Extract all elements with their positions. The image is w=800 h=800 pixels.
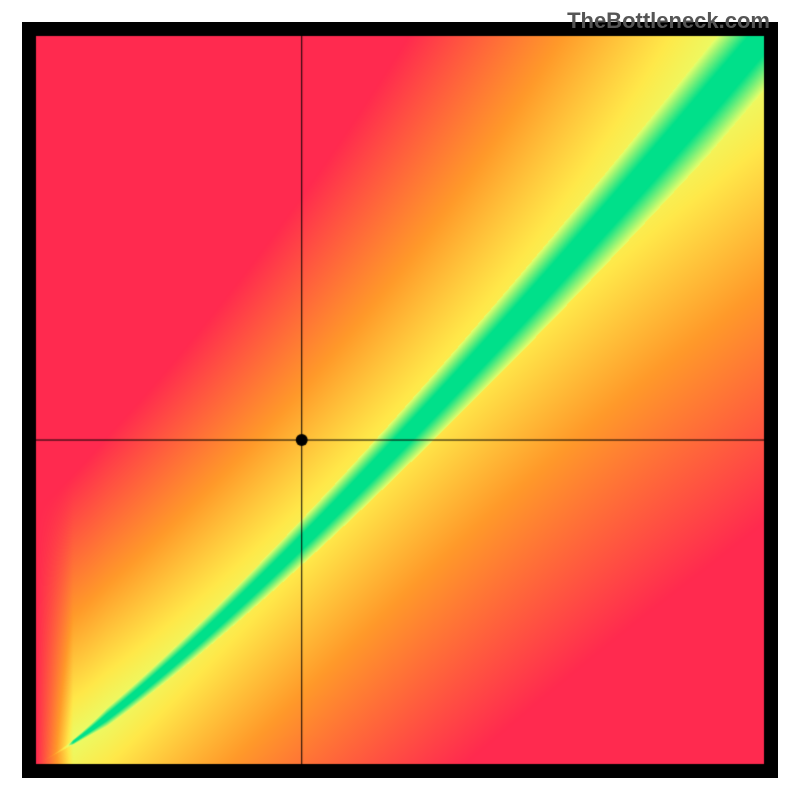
chart-container: TheBottleneck.com <box>0 0 800 800</box>
watermark-text: TheBottleneck.com <box>567 8 770 34</box>
heatmap-canvas <box>22 22 778 778</box>
plot-area <box>22 22 778 778</box>
